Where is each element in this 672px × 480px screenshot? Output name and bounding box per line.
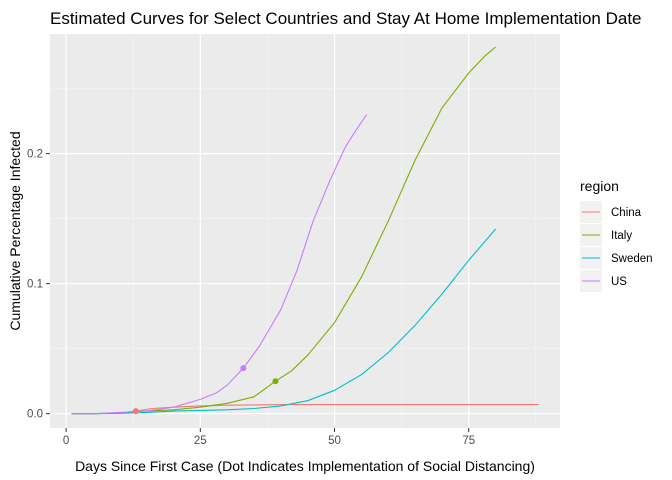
x-axis-title: Days Since First Case (Dot Indicates Imp… [75,458,535,474]
implementation-dot-china [132,408,139,415]
legend-label-china: China [611,207,642,219]
x-tick-label: 50 [328,435,341,447]
x-tick-label: 25 [194,435,207,447]
legend: region China Italy Sweden US [580,178,653,292]
x-tick-label: 75 [462,435,475,447]
implementation-dots [132,365,279,415]
x-axis: 0 25 50 75 [63,428,475,447]
legend-label-sweden: Sweden [611,253,653,265]
chart-title: Estimated Curves for Select Countries an… [50,9,642,28]
y-tick-label: 0.1 [27,279,43,291]
minor-gridlines [50,34,560,428]
legend-label-us: US [611,276,627,288]
legend-label-italy: Italy [611,230,632,242]
y-axis: 0.0 0.1 0.2 [27,149,50,421]
implementation-dot-us [240,365,247,372]
y-axis-title: Cumulative Percentage Infected [7,131,23,330]
plot-panel [50,34,560,428]
legend-title: region [580,178,619,194]
y-tick-label: 0.0 [27,409,43,421]
y-tick-label: 0.2 [27,149,43,161]
x-tick-label: 0 [63,435,69,447]
implementation-dot-italy [272,378,279,385]
